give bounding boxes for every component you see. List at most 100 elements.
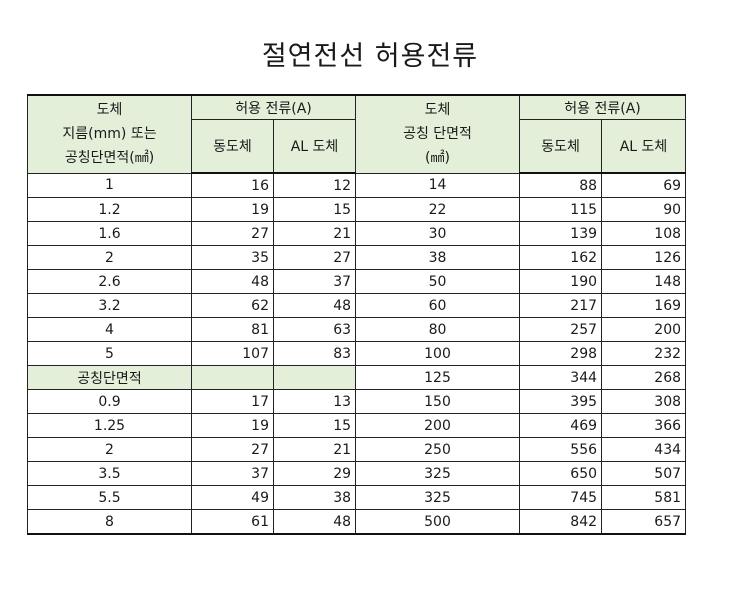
cell-copper: 107 <box>191 341 274 366</box>
cell-size: 3.5 <box>27 461 192 486</box>
cell-copper: 27 <box>191 437 274 462</box>
cell-copper: 37 <box>191 461 274 486</box>
cell-right-size: 500 <box>355 509 521 535</box>
cell-copper: 19 <box>191 413 274 438</box>
cell-right-copper: 650 <box>519 461 603 486</box>
cell-copper: 49 <box>191 485 274 510</box>
cell-right-al: 108 <box>601 221 687 246</box>
table-row: 2.6 48 37 50 190 148 <box>27 269 687 294</box>
cell-right-size: 150 <box>355 389 521 414</box>
cell-al: 12 <box>272 172 357 198</box>
cell-size: 5.5 <box>27 485 192 510</box>
cell-right-copper: 88 <box>519 172 603 198</box>
cell-right-copper: 162 <box>519 245 603 270</box>
cell-right-al: 268 <box>601 365 687 390</box>
cell-size: 4 <box>27 317 192 342</box>
cell-copper: 62 <box>191 293 274 318</box>
cell-right-size: 14 <box>355 172 521 198</box>
cell-right-copper: 469 <box>519 413 603 438</box>
cell-right-al: 434 <box>601 437 687 462</box>
header-right-al: AL 도체 <box>601 119 687 174</box>
cell-right-size: 325 <box>355 461 521 486</box>
cell-copper: 81 <box>191 317 274 342</box>
table-row: 5.5 49 38 325 745 581 <box>27 485 687 510</box>
cell-right-size: 100 <box>355 341 521 366</box>
cell-right-copper: 298 <box>519 341 603 366</box>
cell-size: 8 <box>27 509 192 535</box>
cell-al: 15 <box>272 413 357 438</box>
table-row: 2 27 21 250 556 434 <box>27 437 687 462</box>
cell-al: 27 <box>272 245 357 270</box>
cell-right-size: 60 <box>355 293 521 318</box>
table-row: 5 107 83 100 298 232 <box>27 341 687 366</box>
cell-al: 15 <box>272 197 357 222</box>
header-left-al: AL 도체 <box>272 119 357 174</box>
cell-al: 63 <box>272 317 357 342</box>
table-row: 4 81 63 80 257 200 <box>27 317 687 342</box>
cell-right-size: 50 <box>355 269 521 294</box>
cell-size: 2.6 <box>27 269 192 294</box>
cell-size: 5 <box>27 341 192 366</box>
cell-right-size: 30 <box>355 221 521 246</box>
page-title: 절연전선 허용전류 <box>261 41 479 72</box>
cell-size: 1.6 <box>27 221 192 246</box>
table-row: 3.2 62 48 60 217 169 <box>27 293 687 318</box>
cell-right-copper: 217 <box>519 293 603 318</box>
cell-al: 21 <box>272 437 357 462</box>
table-row: 3.5 37 29 325 650 507 <box>27 461 687 486</box>
cell-right-al: 169 <box>601 293 687 318</box>
cell-right-size: 250 <box>355 437 521 462</box>
cell-al: 38 <box>272 485 357 510</box>
cell-right-copper: 139 <box>519 221 603 246</box>
cell-right-copper: 344 <box>519 365 603 390</box>
table-row: 0.9 17 13 150 395 308 <box>27 389 687 414</box>
cell-size: 공칭단면적 <box>27 365 192 390</box>
table-row: 1.25 19 15 200 469 366 <box>27 413 687 438</box>
table-row: 1.2 19 15 22 115 90 <box>27 197 687 222</box>
table-row: 8 61 48 500 842 657 <box>27 509 687 535</box>
cell-size: 1.2 <box>27 197 192 222</box>
cell-right-size: 22 <box>355 197 521 222</box>
header-right-allowable: 허용 전류(A) <box>519 94 687 120</box>
cell-right-size: 325 <box>355 485 521 510</box>
cell-right-al: 200 <box>601 317 687 342</box>
cell-right-al: 581 <box>601 485 687 510</box>
cell-right-size: 125 <box>355 365 521 390</box>
cell-right-al: 126 <box>601 245 687 270</box>
cell-al <box>272 365 357 390</box>
cell-size: 1 <box>27 172 192 198</box>
cell-right-copper: 190 <box>519 269 603 294</box>
cell-al: 83 <box>272 341 357 366</box>
cell-copper: 17 <box>191 389 274 414</box>
cell-right-al: 69 <box>601 172 687 198</box>
cell-right-copper: 257 <box>519 317 603 342</box>
cell-al: 29 <box>272 461 357 486</box>
cell-right-al: 507 <box>601 461 687 486</box>
cell-copper: 27 <box>191 221 274 246</box>
cell-copper: 48 <box>191 269 274 294</box>
header-right-conductor: 도체 공칭 단면적 (㎟) <box>355 94 521 174</box>
cell-copper: 16 <box>191 172 274 198</box>
cell-right-al: 366 <box>601 413 687 438</box>
cell-al: 48 <box>272 509 357 535</box>
cell-size: 2 <box>27 437 192 462</box>
cell-size: 1.25 <box>27 413 192 438</box>
cell-right-al: 148 <box>601 269 687 294</box>
cell-size: 3.2 <box>27 293 192 318</box>
header-left-copper: 동도체 <box>191 119 274 174</box>
cell-size: 2 <box>27 245 192 270</box>
table-row: 1 16 12 14 88 69 <box>27 172 687 198</box>
cell-right-size: 200 <box>355 413 521 438</box>
cell-right-copper: 395 <box>519 389 603 414</box>
cell-copper <box>191 365 274 390</box>
cell-copper: 19 <box>191 197 274 222</box>
cell-right-al: 90 <box>601 197 687 222</box>
cell-right-al: 232 <box>601 341 687 366</box>
cell-right-size: 80 <box>355 317 521 342</box>
cell-right-al: 657 <box>601 509 687 535</box>
cell-right-al: 308 <box>601 389 687 414</box>
cell-right-copper: 556 <box>519 437 603 462</box>
cell-copper: 35 <box>191 245 274 270</box>
cell-al: 21 <box>272 221 357 246</box>
table-row: 1.6 27 21 30 139 108 <box>27 221 687 246</box>
